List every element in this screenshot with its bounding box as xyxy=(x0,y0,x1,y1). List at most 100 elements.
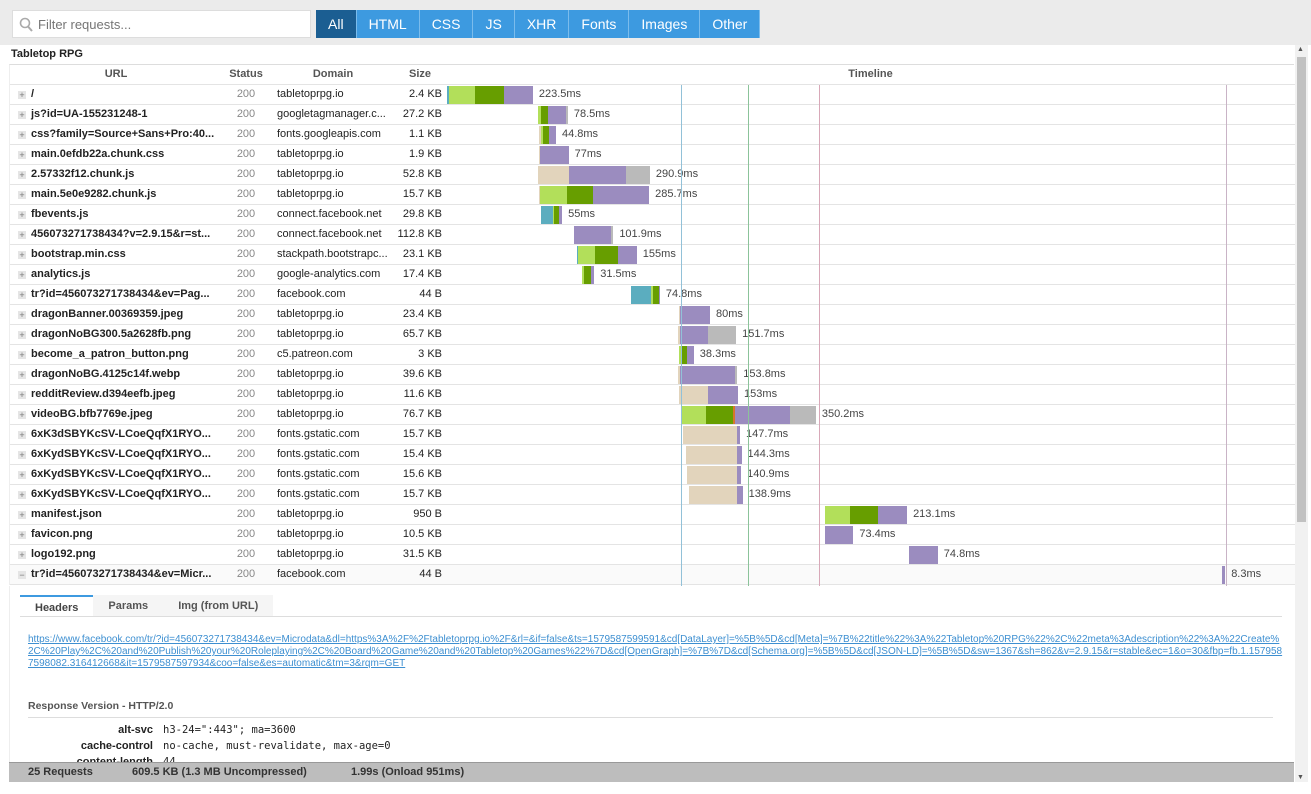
table-row[interactable]: +6xKydSBYKcSV-LCoeQqfX1RYO... 200 fonts.gs… xyxy=(10,445,1295,465)
expand-icon[interactable]: + xyxy=(18,450,26,460)
expand-icon[interactable]: + xyxy=(18,330,26,340)
scrollbar-thumb[interactable] xyxy=(1297,57,1306,522)
table-row[interactable]: + dragonNoBG.4125c14f.webp 200 tabletoprpg.… xyxy=(10,365,1295,385)
expand-icon[interactable]: + xyxy=(18,110,26,120)
table-row[interactable]: + main.0efdb22a.chunk.css 200 tabletoprpg.i… xyxy=(10,145,1295,165)
request-url[interactable]: + / xyxy=(10,85,222,104)
table-row[interactable]: +6xKydSBYKcSV-LCoeQqfX1RYO... 200 fonts.gs… xyxy=(10,485,1295,505)
scroll-down-icon[interactable]: ▼ xyxy=(1297,774,1304,781)
detail-tab-img-from-url-[interactable]: Img (from URL) xyxy=(163,595,274,616)
request-url[interactable]: + dragonNoBG300.5a2628fb.png xyxy=(10,325,222,344)
table-row[interactable]: + css?family=Source+Sans+Pro:40... 200 font… xyxy=(10,125,1295,145)
request-url[interactable]: + become_a_patron_button.png xyxy=(10,345,222,364)
table-row[interactable]: + favicon.png 200 tabletoprpg.io 10.5 KB 73.4… xyxy=(10,525,1295,545)
table-row[interactable]: + dragonBanner.00369359.jpeg 200 tabletoprp… xyxy=(10,305,1295,325)
table-row[interactable]: + dragonNoBG300.5a2628fb.png 200 tabletoprp… xyxy=(10,325,1295,345)
request-url[interactable]: + main.5e0e9282.chunk.js xyxy=(10,185,222,204)
table-row[interactable]: + js?id=UA-155231248-1 200 googletagmanager… xyxy=(10,105,1295,125)
table-row[interactable]: +456073271738434?v=2.9.15&r=st... 200 conn… xyxy=(10,225,1295,245)
request-url[interactable]: + fbevents.js xyxy=(10,205,222,224)
scrollbar[interactable]: ▲ ▼ xyxy=(1295,45,1308,782)
filter-tab-all[interactable]: All xyxy=(316,10,357,38)
detail-tab-params[interactable]: Params xyxy=(93,595,164,616)
expand-icon[interactable]: + xyxy=(18,410,26,420)
filter-box[interactable] xyxy=(12,10,311,38)
expand-icon[interactable]: + xyxy=(18,530,26,540)
filter-tab-images[interactable]: Images xyxy=(629,10,701,38)
expand-icon[interactable]: + xyxy=(18,90,26,100)
table-row[interactable]: + logo192.png 200 tabletoprpg.io 31.5 KB 74.8… xyxy=(10,545,1295,565)
expand-icon[interactable]: + xyxy=(18,470,26,480)
filter-tab-other[interactable]: Other xyxy=(700,10,761,38)
col-url[interactable]: URL xyxy=(104,68,128,80)
expand-icon[interactable]: + xyxy=(18,370,26,380)
expand-icon[interactable]: + xyxy=(18,510,26,520)
request-url[interactable]: +6xKydSBYKcSV-LCoeQqfX1RYO... xyxy=(10,465,222,484)
table-row[interactable]: + manifest.json 200 tabletoprpg.io 950 B 213.… xyxy=(10,505,1295,525)
request-url[interactable]: +6xK3dSBYKcSV-LCoeQqfX1RYO... xyxy=(10,425,222,444)
request-url[interactable]: +2.57332f12.chunk.js xyxy=(10,165,222,184)
table-row[interactable]: + redditReview.d394eefb.jpeg 200 tabletoprp… xyxy=(10,385,1295,405)
expand-icon[interactable]: + xyxy=(18,270,26,280)
request-url[interactable]: + dragonBanner.00369359.jpeg xyxy=(10,305,222,324)
request-url[interactable]: + analytics.js xyxy=(10,265,222,284)
expand-icon[interactable]: + xyxy=(18,390,26,400)
request-url[interactable]: + videoBG.bfb7769e.jpeg xyxy=(10,405,222,424)
table-row[interactable]: + bootstrap.min.css 200 stackpath.bootstrap… xyxy=(10,245,1295,265)
table-row[interactable]: +/200 tabletoprpg.io 2.4 KB 223.5ms xyxy=(10,85,1295,105)
table-row[interactable]: +6xK3dSBYKcSV-LCoeQqfX1RYO... 200 fonts.gs… xyxy=(10,425,1295,445)
table-row[interactable]: + become_a_patron_button.png 200 c5.patreon… xyxy=(10,345,1295,365)
expand-icon[interactable]: + xyxy=(18,230,26,240)
expand-icon[interactable]: + xyxy=(18,490,26,500)
table-row[interactable]: + videoBG.bfb7769e.jpeg 200 tabletoprpg.io 7… xyxy=(10,405,1295,425)
request-url[interactable]: + css?family=Source+Sans+Pro:40... xyxy=(10,125,222,144)
col-size[interactable]: Size xyxy=(408,68,431,80)
table-row[interactable]: + analytics.js 200 google-analytics.com 17.4… xyxy=(10,265,1295,285)
expand-icon[interactable]: + xyxy=(18,350,26,360)
expand-icon[interactable]: + xyxy=(18,210,26,220)
request-url[interactable]: + js?id=UA-155231248-1 xyxy=(10,105,222,124)
request-url[interactable]: + bootstrap.min.css xyxy=(10,245,222,264)
table-row[interactable]: +6xKydSBYKcSV-LCoeQqfX1RYO... 200 fonts.gs… xyxy=(10,465,1295,485)
table-row[interactable]: + tr?id=456073271738434&ev=Pag... 200 faceb… xyxy=(10,285,1295,305)
request-url[interactable]: +6xKydSBYKcSV-LCoeQqfX1RYO... xyxy=(10,445,222,464)
expand-icon[interactable]: + xyxy=(18,430,26,440)
expand-icon[interactable]: + xyxy=(18,250,26,260)
expand-icon[interactable]: + xyxy=(18,150,26,160)
collapse-icon[interactable]: − xyxy=(18,570,26,580)
request-url[interactable]: +456073271738434?v=2.9.15&r=st... xyxy=(10,225,222,244)
request-url[interactable]: +6xKydSBYKcSV-LCoeQqfX1RYO... xyxy=(10,485,222,504)
expand-icon[interactable]: + xyxy=(18,130,26,140)
detail-tab-headers[interactable]: Headers xyxy=(20,595,94,616)
scroll-up-icon[interactable]: ▲ xyxy=(1297,46,1304,53)
filter-input[interactable] xyxy=(38,16,298,32)
filter-tab-js[interactable]: JS xyxy=(473,10,515,38)
timing-bar-connect xyxy=(582,266,585,284)
request-url[interactable]: + redditReview.d394eefb.jpeg xyxy=(10,385,222,404)
filter-tab-html[interactable]: HTML xyxy=(356,10,420,38)
expand-icon[interactable]: + xyxy=(18,170,26,180)
table-row[interactable]: +2.57332f12.chunk.js 200 tabletoprpg.io 52.… xyxy=(10,165,1295,185)
expand-icon[interactable]: + xyxy=(18,290,26,300)
timing-bar-wait xyxy=(736,426,740,444)
table-row[interactable]: + fbevents.js 200 connect.facebook.net 29.8 … xyxy=(10,205,1295,225)
col-domain[interactable]: Domain xyxy=(312,68,354,80)
request-url[interactable]: + manifest.json xyxy=(10,505,222,524)
request-url-link[interactable]: https://www.facebook.com/tr/?id=45607327… xyxy=(28,634,1283,669)
request-url[interactable]: + dragonNoBG.4125c14f.webp xyxy=(10,365,222,384)
filter-tab-css[interactable]: CSS xyxy=(419,10,474,38)
expand-icon[interactable]: + xyxy=(18,190,26,200)
request-url[interactable]: + logo192.png xyxy=(10,545,222,564)
filter-tab-xhr[interactable]: XHR xyxy=(514,10,570,38)
request-url[interactable]: + favicon.png xyxy=(10,525,222,544)
expand-icon[interactable]: + xyxy=(18,310,26,320)
col-timeline[interactable]: Timeline xyxy=(848,68,893,80)
request-url[interactable]: − tr?id=456073271738434&ev=Micr... xyxy=(10,565,222,584)
table-row[interactable]: + main.5e0e9282.chunk.js 200 tabletoprpg.io… xyxy=(10,185,1295,205)
col-status[interactable]: Status xyxy=(229,68,263,80)
request-url[interactable]: + main.0efdb22a.chunk.css xyxy=(10,145,222,164)
filter-tab-fonts[interactable]: Fonts xyxy=(569,10,630,38)
expand-icon[interactable]: + xyxy=(18,550,26,560)
request-url[interactable]: + tr?id=456073271738434&ev=Pag... xyxy=(10,285,222,304)
table-row[interactable]: − tr?id=456073271738434&ev=Micr... 200 face… xyxy=(10,565,1295,585)
